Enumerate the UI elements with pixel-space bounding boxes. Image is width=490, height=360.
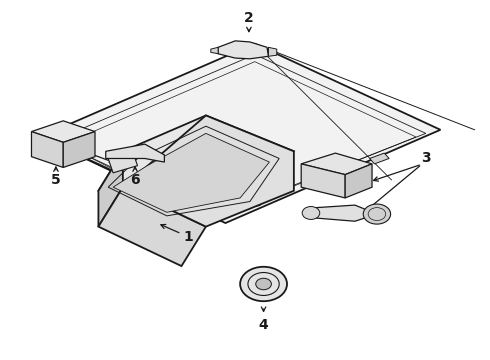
Circle shape (240, 267, 287, 301)
Text: 5: 5 (51, 173, 61, 187)
Polygon shape (31, 121, 95, 142)
Text: 6: 6 (130, 173, 140, 187)
Polygon shape (301, 164, 345, 198)
Polygon shape (123, 116, 294, 226)
Polygon shape (63, 132, 95, 167)
Polygon shape (31, 132, 63, 167)
Polygon shape (369, 153, 389, 164)
Polygon shape (108, 151, 138, 173)
Polygon shape (301, 153, 372, 175)
Polygon shape (98, 151, 123, 226)
Polygon shape (345, 164, 372, 198)
Text: 1: 1 (184, 230, 194, 244)
Circle shape (256, 278, 271, 290)
Polygon shape (113, 134, 270, 212)
Polygon shape (98, 116, 294, 223)
Polygon shape (40, 44, 441, 223)
Text: 2: 2 (244, 11, 254, 25)
Polygon shape (98, 187, 206, 266)
Polygon shape (269, 47, 277, 56)
Circle shape (302, 207, 320, 220)
Polygon shape (311, 205, 377, 221)
Polygon shape (211, 47, 218, 54)
Polygon shape (106, 144, 164, 162)
Text: 4: 4 (259, 318, 269, 332)
Text: 3: 3 (421, 152, 431, 166)
Circle shape (363, 204, 391, 224)
Polygon shape (218, 41, 269, 59)
